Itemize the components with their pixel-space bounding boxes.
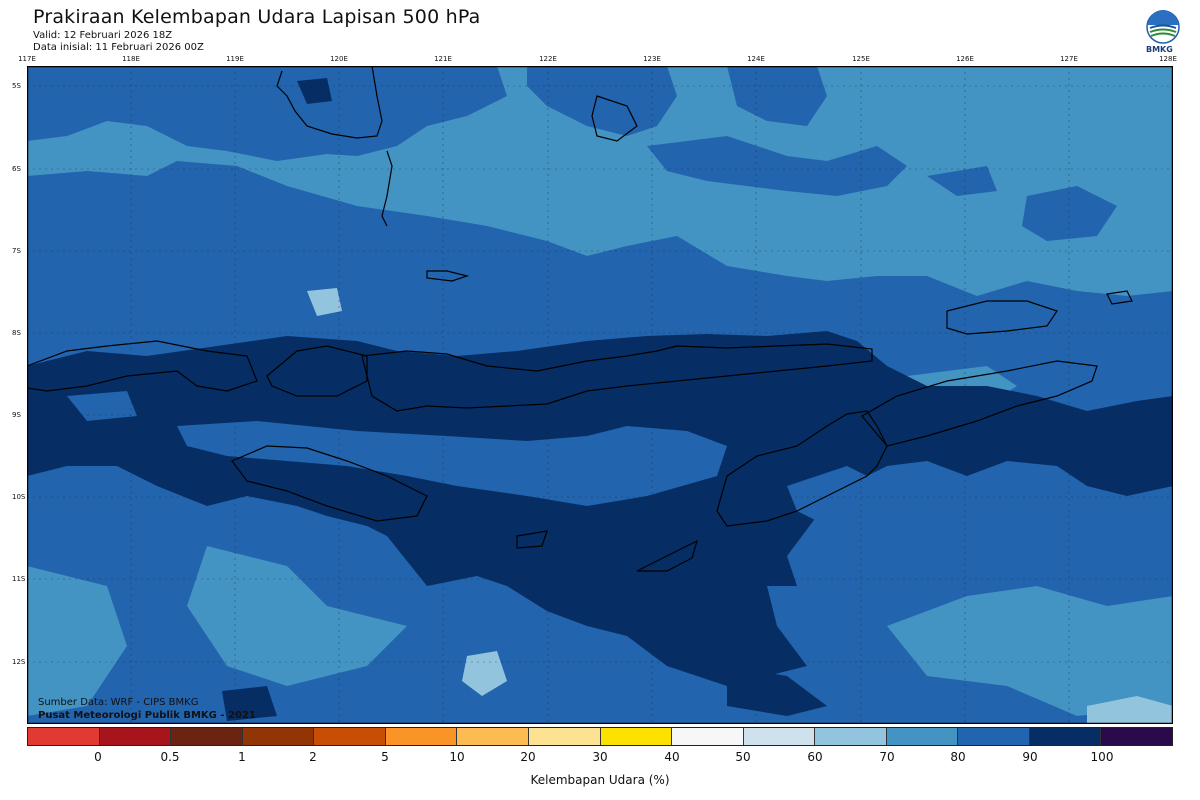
colorbar-tick: 60 xyxy=(807,750,823,764)
lon-label: 128E xyxy=(1159,55,1177,63)
colorbar-swatch xyxy=(815,728,887,745)
humidity-zone-80-90 xyxy=(1022,186,1117,241)
humidity-map xyxy=(27,66,1173,724)
colorbar-tick: 50 xyxy=(735,750,751,764)
colorbar-swatch xyxy=(171,728,243,745)
colorbar-tick: 40 xyxy=(664,750,680,764)
colorbar-tick: 2 xyxy=(309,750,317,764)
lon-label: 125E xyxy=(852,55,870,63)
lat-label: 6S xyxy=(12,165,21,173)
colorbar-tick: 1 xyxy=(238,750,246,764)
map-title: Prakiraan Kelembapan Udara Lapisan 500 h… xyxy=(33,6,481,28)
colorbar-swatch xyxy=(600,728,673,745)
colorbar-swatch xyxy=(385,728,458,745)
humidity-zone-80-90 xyxy=(927,166,997,196)
lon-label: 127E xyxy=(1060,55,1078,63)
lat-label: 9S xyxy=(12,411,21,419)
colorbar-swatch xyxy=(314,728,386,745)
humidity-zone-80-90 xyxy=(67,391,137,421)
lat-label: 11S xyxy=(12,575,26,583)
valid-time: Valid: 12 Februari 2026 18Z xyxy=(33,30,173,41)
humidity-zone-90-100 xyxy=(727,666,827,716)
humidity-zone-70-80 xyxy=(27,566,127,716)
humidity-zone-80-90 xyxy=(27,66,507,161)
humidity-zone-80-90 xyxy=(787,466,887,526)
colorbar-swatch xyxy=(743,728,816,745)
coastlines xyxy=(27,66,1133,572)
lon-label: 122E xyxy=(539,55,557,63)
colorbar-swatch xyxy=(28,728,100,745)
colorbar xyxy=(27,727,1173,746)
colorbar-tick: 100 xyxy=(1090,750,1114,764)
humidity-zone-90-100 xyxy=(222,686,277,721)
lat-label: 8S xyxy=(12,329,21,337)
humidity-zone-80-90 xyxy=(527,66,677,136)
lon-label: 124E xyxy=(747,55,765,63)
colorbar-tick: 0 xyxy=(94,750,102,764)
humidity-zone-70-80 xyxy=(887,586,1173,716)
colorbar-title: Kelembapan Udara (%) xyxy=(530,773,670,787)
colorbar-tick: 80 xyxy=(950,750,966,764)
colorbar-tick: 30 xyxy=(592,750,608,764)
colorbar-swatch xyxy=(958,728,1030,745)
colorbar-swatch xyxy=(242,728,315,745)
colorbar-tick: 10 xyxy=(449,750,465,764)
lon-label: 120E xyxy=(330,55,348,63)
initial-data-time: Data inisial: 11 Februari 2026 00Z xyxy=(33,42,204,53)
data-source: Sumber Data: WRF - CIPS BMKG xyxy=(38,697,199,708)
lon-label: 123E xyxy=(643,55,661,63)
colorbar-tick: 70 xyxy=(879,750,895,764)
colorbar-tick: 20 xyxy=(520,750,536,764)
humidity-zone-70-80 xyxy=(187,546,407,686)
colorbar-tick: 90 xyxy=(1022,750,1038,764)
humidity-zone-90-100 xyxy=(297,78,332,104)
humidity-zone-60-70 xyxy=(1087,696,1173,724)
humidity-zone-80-90 xyxy=(647,136,907,196)
humidity-zone-60-70 xyxy=(307,288,342,316)
humidity-zone-90-100 xyxy=(767,421,827,446)
humidity-zone-80-90 xyxy=(727,66,827,126)
lat-label: 10S xyxy=(12,493,26,501)
lat-label: 5S xyxy=(12,82,21,90)
logo-label: BMKG xyxy=(1146,45,1173,54)
lat-label: 7S xyxy=(12,247,21,255)
colorbar-swatch xyxy=(528,728,601,745)
colorbar-tick: 5 xyxy=(381,750,389,764)
humidity-zone-90-100 xyxy=(27,331,1173,686)
colorbar-swatch xyxy=(99,728,172,745)
colorbar-swatch xyxy=(1101,728,1172,745)
colorbar-tick: 0.5 xyxy=(160,750,180,764)
colorbar-swatch xyxy=(1029,728,1102,745)
humidity-zone-80-90 xyxy=(177,421,727,506)
lon-label: 119E xyxy=(226,55,244,63)
lon-label: 121E xyxy=(434,55,452,63)
colorbar-swatch xyxy=(886,728,959,745)
lat-label: 12S xyxy=(12,658,26,666)
lon-label: 126E xyxy=(956,55,974,63)
colorbar-swatch xyxy=(672,728,744,745)
publisher-credit: Pusat Meteorologi Publik BMKG - 2021 xyxy=(38,710,256,721)
lon-label: 118E xyxy=(122,55,140,63)
lon-label: 117E xyxy=(18,55,36,63)
bmkg-logo-icon xyxy=(1146,10,1180,44)
colorbar-swatch xyxy=(457,728,529,745)
